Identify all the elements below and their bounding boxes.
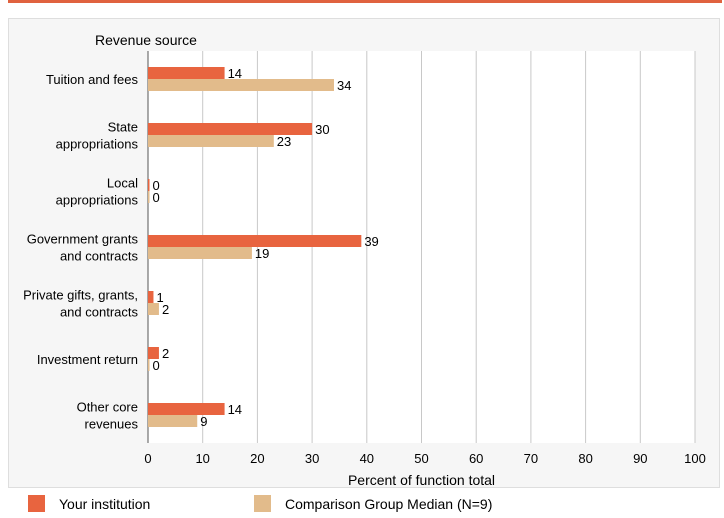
legend-swatch-comparison [254, 495, 271, 512]
bar [148, 79, 334, 91]
x-tick-label: 60 [469, 451, 483, 466]
category-label: appropriations [56, 193, 139, 208]
bar [148, 347, 159, 359]
x-tick-label: 10 [195, 451, 209, 466]
data-label: 39 [364, 234, 378, 249]
bars [148, 67, 362, 427]
x-axis-label: Percent of function total [348, 472, 495, 487]
category-label: Local [107, 176, 138, 191]
bar [148, 179, 150, 191]
bar [148, 415, 198, 427]
x-tick-label: 30 [305, 451, 319, 466]
data-label: 14 [228, 402, 242, 417]
chart-panel: 0 10 20 30 40 50 60 70 80 90 100 Revenue source Perc… [8, 18, 720, 488]
category-label: Private gifts, grants, [23, 288, 138, 303]
bar [148, 191, 150, 203]
x-tick-label: 20 [250, 451, 264, 466]
data-label: 0 [153, 358, 160, 373]
legend-item-comparison: Comparison Group Median (N=9) [254, 495, 492, 512]
legend: Your institution Comparison Group Median… [8, 488, 720, 518]
category-label: revenues [85, 417, 139, 432]
category-label: State [108, 120, 138, 135]
category-label: Investment return [37, 352, 138, 367]
category-label: Government grants [27, 232, 139, 247]
legend-swatch-your-institution [28, 495, 45, 512]
bar [148, 291, 154, 303]
data-label: 0 [153, 190, 160, 205]
data-label: 0 [153, 178, 160, 193]
bar [148, 235, 362, 247]
data-label: 14 [228, 66, 242, 81]
category-label: and contracts [60, 305, 139, 320]
x-tick-label: 40 [360, 451, 374, 466]
data-label: 9 [200, 414, 207, 429]
x-tick-label: 90 [633, 451, 647, 466]
category-label: appropriations [56, 137, 139, 152]
top-rule [8, 0, 722, 3]
x-tick-label: 100 [684, 451, 706, 466]
data-label: 30 [315, 122, 329, 137]
data-label: 34 [337, 78, 351, 93]
category-label: and contracts [60, 249, 139, 264]
x-tick-label: 0 [144, 451, 151, 466]
data-label: 2 [162, 346, 169, 361]
bar [148, 123, 313, 135]
legend-item-your-institution: Your institution [28, 495, 150, 512]
x-tick-label: 70 [524, 451, 538, 466]
data-label: 1 [156, 290, 163, 305]
bar [148, 135, 274, 147]
data-label: 19 [255, 246, 269, 261]
x-tick-label: 50 [414, 451, 428, 466]
bar [148, 303, 159, 315]
bar [148, 359, 150, 371]
legend-label-your-institution: Your institution [59, 495, 151, 512]
data-label: 2 [162, 302, 169, 317]
data-label: 23 [277, 134, 291, 149]
bar [148, 247, 252, 259]
category-label: Other core [77, 400, 138, 415]
legend-label-comparison: Comparison Group Median (N=9) [285, 495, 493, 512]
chart-title: Revenue source [95, 32, 197, 48]
x-tick-label: 80 [578, 451, 592, 466]
bar [148, 403, 225, 415]
bar [148, 67, 225, 79]
category-label: Tuition and fees [46, 72, 139, 87]
